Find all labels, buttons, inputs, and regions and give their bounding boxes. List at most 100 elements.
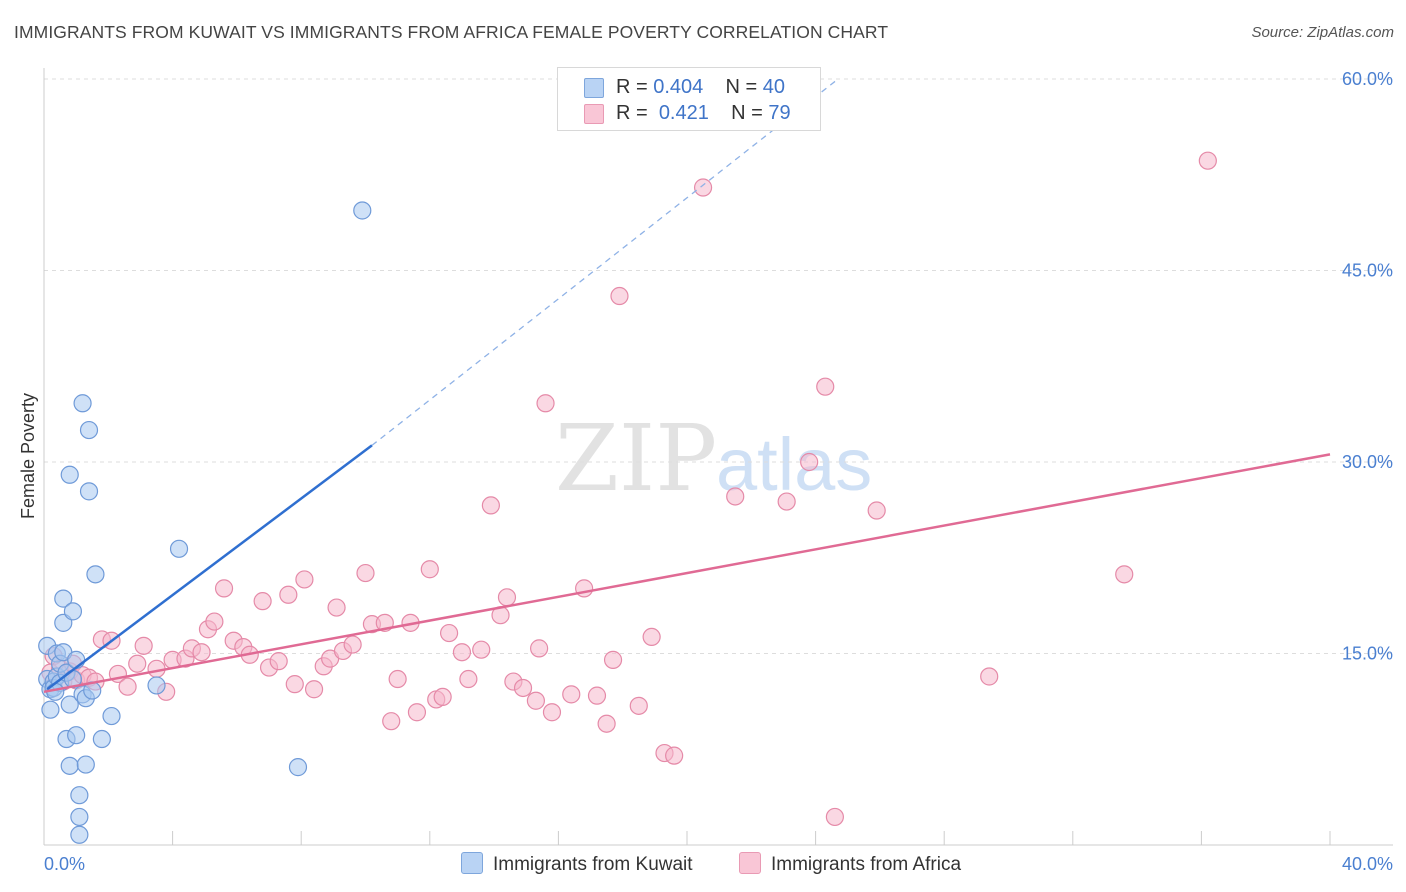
- point-kuwait-16: [60, 465, 79, 484]
- x-tick-labels: 0.0% 40.0%: [44, 854, 1393, 874]
- point-africa-40: [356, 563, 375, 583]
- point-africa-32: [285, 675, 304, 694]
- correlation-legend: R = 0.404 N = 40 R = 0.421 N = 79: [557, 67, 821, 131]
- bottom-legend-label-kuwait: Immigrants from Kuwait: [493, 854, 693, 875]
- point-africa-15: [134, 636, 153, 655]
- bottom-legend-africa: Immigrants from Africa: [739, 852, 961, 876]
- point-africa-23: [205, 612, 224, 631]
- point-kuwait-15: [60, 695, 79, 714]
- y-tick-label-0: 15.0%: [1342, 644, 1393, 664]
- trendline-kuwait: [46, 444, 373, 691]
- point-africa-58: [513, 678, 533, 698]
- legend-n-label-africa: N =: [731, 102, 763, 124]
- point-kuwait-38: [353, 201, 372, 220]
- point-africa-53: [472, 640, 491, 659]
- bottom-legend-kuwait: Immigrants from Kuwait: [461, 852, 693, 876]
- legend-swatch-africa: [584, 104, 604, 124]
- point-africa-69: [629, 696, 648, 715]
- point-kuwait-18: [63, 602, 83, 621]
- point-kuwait-3: [41, 700, 60, 719]
- point-africa-78: [825, 807, 844, 827]
- point-africa-63: [562, 685, 581, 704]
- point-kuwait-25: [73, 394, 92, 413]
- series-kuwait: [38, 201, 372, 844]
- point-kuwait-17: [60, 756, 79, 775]
- point-africa-52: [459, 669, 478, 689]
- x-tick-label-min: 0.0%: [44, 854, 85, 874]
- legend-n-label-kuwait: N =: [725, 76, 758, 98]
- point-kuwait-37: [288, 758, 308, 777]
- point-africa-60: [530, 639, 549, 658]
- legend-r-value-kuwait: 0.404: [653, 76, 704, 98]
- point-africa-44: [388, 669, 407, 689]
- point-kuwait-22: [70, 786, 89, 805]
- chart-title: IMMIGRANTS FROM KUWAIT VS IMMIGRANTS FRO…: [14, 22, 889, 42]
- point-africa-76: [800, 452, 819, 472]
- point-africa-74: [726, 487, 745, 506]
- legend-r-label-africa: R =: [616, 102, 648, 124]
- point-kuwait-36: [169, 539, 189, 558]
- point-africa-28: [253, 592, 272, 611]
- point-africa-37: [327, 598, 346, 617]
- watermark: ZIP atlas: [555, 405, 872, 512]
- y-tick-label-1: 30.0%: [1342, 452, 1393, 472]
- point-africa-80: [980, 667, 999, 686]
- point-africa-65: [587, 686, 607, 705]
- bottom-legend-swatch-kuwait: [461, 852, 483, 874]
- y-tick-label-3: 60.0%: [1342, 69, 1393, 89]
- point-africa-33: [295, 570, 314, 589]
- point-africa-62: [542, 703, 562, 722]
- point-kuwait-12: [54, 589, 73, 608]
- watermark-zip: ZIP: [555, 405, 717, 512]
- y-tick-label-2: 45.0%: [1342, 261, 1393, 281]
- point-africa-43: [382, 712, 401, 731]
- point-africa-68: [610, 286, 629, 306]
- point-africa-50: [439, 623, 459, 643]
- point-africa-46: [407, 703, 427, 722]
- point-kuwait-23: [70, 807, 89, 827]
- point-kuwait-33: [92, 729, 111, 749]
- legend-n-value-africa: 79: [768, 102, 791, 124]
- point-africa-75: [777, 492, 796, 511]
- point-kuwait-24: [70, 825, 89, 844]
- trendline-kuwait-extension: [371, 78, 839, 446]
- point-africa-31: [279, 585, 298, 604]
- point-africa-82: [1198, 151, 1217, 170]
- legend-n-value-kuwait: 40: [762, 76, 786, 98]
- point-africa-61: [536, 394, 555, 413]
- x-tick-label-max: 40.0%: [1342, 854, 1393, 874]
- y-axis-label: Female Poverty: [18, 393, 38, 519]
- trendlines: [43, 78, 1331, 694]
- point-kuwait-21: [67, 726, 86, 745]
- point-africa-56: [497, 588, 517, 607]
- point-africa-39: [343, 635, 362, 654]
- y-tick-labels: 15.0% 30.0% 45.0% 60.0%: [1342, 69, 1393, 664]
- point-africa-54: [481, 496, 500, 515]
- point-kuwait-30: [79, 482, 99, 501]
- legend-r-value-africa: 0.421: [658, 102, 709, 124]
- point-africa-66: [597, 714, 616, 733]
- point-africa-59: [526, 691, 545, 710]
- point-africa-77: [816, 377, 835, 396]
- bottom-legend-swatch-africa: [739, 852, 761, 874]
- point-africa-34: [304, 680, 324, 699]
- point-africa-21: [192, 643, 211, 662]
- trendline-africa: [43, 453, 1331, 694]
- point-kuwait-35: [147, 676, 166, 695]
- legend-swatch-kuwait: [584, 78, 604, 98]
- point-kuwait-34: [102, 706, 121, 726]
- point-africa-51: [452, 643, 472, 662]
- point-africa-14: [128, 654, 147, 673]
- point-africa-24: [214, 579, 234, 598]
- point-kuwait-27: [76, 755, 95, 774]
- point-kuwait-29: [79, 420, 99, 440]
- legend-r-label-kuwait: R =: [616, 76, 648, 98]
- point-africa-49: [433, 687, 452, 707]
- point-africa-70: [642, 627, 661, 647]
- point-africa-13: [118, 677, 137, 696]
- point-africa-79: [867, 501, 886, 520]
- source-label: Source: ZipAtlas.com: [1251, 24, 1394, 41]
- point-kuwait-20: [67, 650, 86, 669]
- point-kuwait-32: [86, 565, 105, 584]
